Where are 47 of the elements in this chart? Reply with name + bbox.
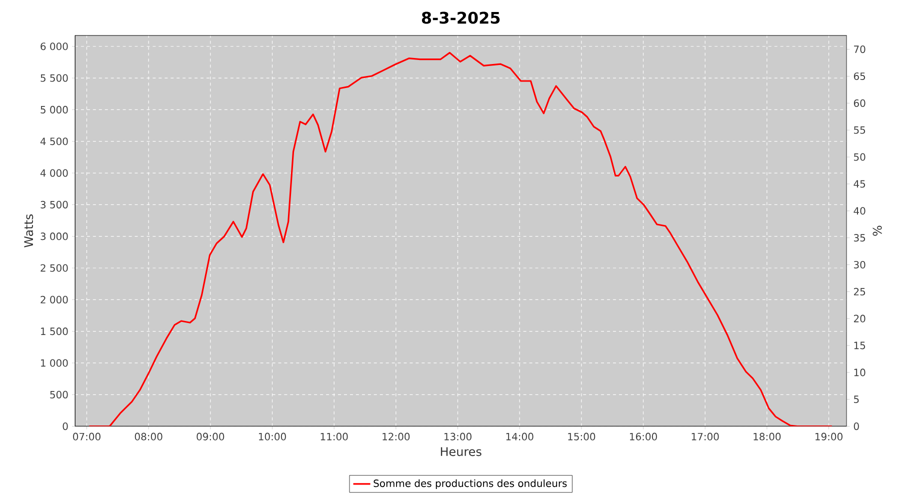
y-tick-label: 3 000 [40,232,68,240]
x-tick-label: 18:00 [754,432,781,440]
x-tick-label: 17:00 [692,432,719,440]
y2-tick-label: 50 [854,153,866,161]
y2-tick-label: 65 [854,72,866,80]
x-tick-label: 07:00 [73,432,100,440]
chart-title: 8-3-2025 [422,12,500,24]
y2-tick-label: 0 [854,422,859,430]
y-tick-label: 2 500 [40,264,68,272]
y2-tick-label: 25 [854,288,866,296]
y2-tick-label: 10 [854,368,866,376]
y-tick-label: 6 000 [40,42,68,50]
y-axis-title: Watts [24,214,34,248]
y-tick-label: 0 [62,422,68,430]
y2-tick-label: 40 [854,207,866,215]
y2-tick-label: 30 [854,260,866,268]
x-tick-label: 16:00 [630,432,657,440]
line-series [88,52,833,426]
y2-tick-label: 55 [854,126,866,134]
x-tick-label: 13:00 [444,432,472,440]
x-tick-label: 15:00 [568,432,596,440]
x-tick-label: 14:00 [506,432,534,440]
y2-tick-label: 15 [854,342,866,350]
x-axis-title: Heures [440,447,482,456]
x-tick-label: 12:00 [382,432,410,440]
x-tick-label: 19:00 [816,432,842,440]
x-tick-label: 10:00 [258,432,286,440]
y2-tick-label: 5 [854,396,859,404]
y-tick-label: 1 500 [41,328,68,336]
y-tick-label: 5 500 [40,74,68,82]
y2-tick-label: 70 [854,46,866,54]
y2-tick-label: 20 [854,314,866,322]
y-tick-label: 1 000 [41,359,68,367]
x-tick-label: 08:00 [134,432,162,440]
x-tick-label: 09:00 [196,432,224,440]
y-tick-label: 5 000 [40,106,68,114]
y-tick-label: 4 500 [40,138,68,146]
y-tick-label: 3 500 [40,200,68,208]
legend-label: Somme des productions des onduleurs [374,479,567,490]
y-tick-label: 500 [50,390,68,398]
y-tick-label: 2 000 [40,296,68,304]
y2-tick-label: 45 [854,180,866,188]
y-tick-label: 4 000 [40,169,68,177]
y2-tick-label: 60 [854,99,866,107]
x-tick-label: 11:00 [320,432,348,440]
y2-axis-title: % [872,226,882,236]
y2-tick-label: 35 [854,234,866,242]
